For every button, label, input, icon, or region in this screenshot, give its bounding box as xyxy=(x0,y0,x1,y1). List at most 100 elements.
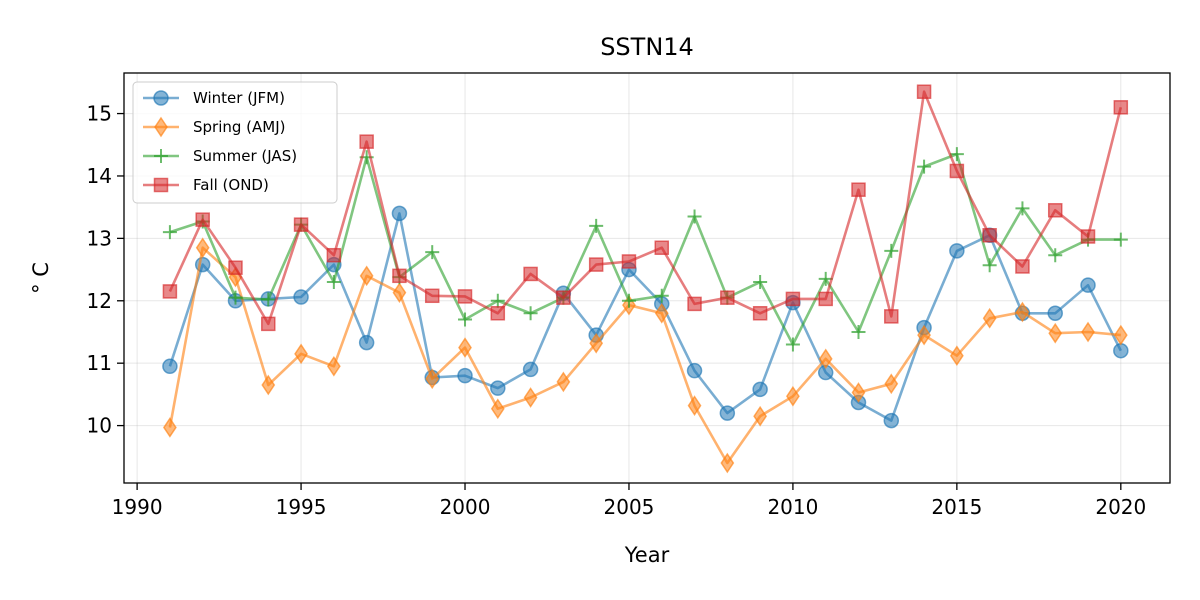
data-point xyxy=(753,275,768,290)
data-point xyxy=(523,266,538,282)
legend-entry: Spring (AMJ) xyxy=(143,116,286,138)
y-tick-label: 15 xyxy=(87,102,112,126)
data-point xyxy=(424,288,440,304)
data-point xyxy=(949,147,964,162)
legend-label: Spring (AMJ) xyxy=(193,118,286,136)
y-tick-label: 10 xyxy=(87,414,112,438)
data-point xyxy=(752,381,768,398)
data-point xyxy=(195,237,210,259)
data-point xyxy=(228,260,243,275)
data-point xyxy=(982,258,997,273)
data-point xyxy=(818,291,833,307)
data-point xyxy=(785,291,801,307)
y-tick-label: 12 xyxy=(87,289,112,313)
data-point xyxy=(457,367,473,384)
y-axis: 10 11 12 13 14 15 xyxy=(87,102,124,438)
data-point xyxy=(686,362,703,379)
data-point xyxy=(359,265,374,287)
data-point xyxy=(982,307,997,329)
data-point xyxy=(490,380,506,396)
data-point xyxy=(195,212,210,227)
data-point xyxy=(458,312,473,327)
data-point xyxy=(228,290,243,305)
data-point xyxy=(1015,301,1030,323)
data-point xyxy=(1113,324,1128,346)
legend-marker xyxy=(154,116,168,138)
data-point xyxy=(556,371,571,393)
data-point xyxy=(1113,342,1129,359)
x-tick-label: 2020 xyxy=(1095,495,1146,519)
data-point xyxy=(294,343,308,365)
x-tick-label: 2000 xyxy=(440,495,491,519)
data-point xyxy=(556,290,571,305)
data-point xyxy=(982,228,997,243)
legend-marker xyxy=(154,149,168,163)
data-point xyxy=(1080,229,1096,244)
data-point xyxy=(588,257,604,272)
data-point xyxy=(884,373,899,395)
data-point xyxy=(391,205,408,222)
x-axis-label: Year xyxy=(624,543,670,567)
data-point xyxy=(621,293,636,308)
series-spring xyxy=(163,237,1128,474)
legend-entry: Summer (JAS) xyxy=(143,147,297,165)
data-point xyxy=(1015,201,1030,216)
data-point xyxy=(785,337,800,352)
data-point xyxy=(917,159,932,174)
x-axis: 1990 1995 2000 2005 2010 2015 2020 xyxy=(112,483,1146,519)
legend-box xyxy=(132,81,338,204)
data-point xyxy=(425,368,440,390)
legend-label: Fall (OND) xyxy=(193,176,269,194)
x-tick-label: 1990 xyxy=(112,495,163,519)
legend-entry: Winter (JFM) xyxy=(143,89,285,107)
data-point xyxy=(917,324,931,346)
data-point xyxy=(1015,259,1030,274)
data-point xyxy=(1080,277,1096,293)
data-point xyxy=(719,405,736,421)
data-point xyxy=(949,163,965,179)
data-point xyxy=(687,209,702,224)
data-point xyxy=(1047,203,1063,218)
data-point xyxy=(358,334,375,351)
data-point xyxy=(162,284,178,299)
data-point xyxy=(261,292,276,307)
data-point xyxy=(326,275,341,290)
y-tick-label: 13 xyxy=(87,226,112,250)
data-point xyxy=(326,247,342,263)
series-layer xyxy=(162,84,1129,474)
data-point xyxy=(425,245,440,260)
data-point xyxy=(589,332,604,354)
data-point xyxy=(589,218,604,233)
data-point xyxy=(949,243,965,259)
legend-label: Winter (JFM) xyxy=(193,89,285,107)
data-point xyxy=(720,452,735,474)
data-point xyxy=(786,385,800,407)
series-fall xyxy=(162,84,1129,332)
data-point xyxy=(818,348,833,370)
data-point xyxy=(753,405,768,427)
data-point xyxy=(1048,322,1063,344)
data-point xyxy=(884,309,899,324)
data-point xyxy=(687,296,702,312)
data-point xyxy=(851,382,866,403)
data-point xyxy=(359,134,374,149)
data-point xyxy=(654,302,669,324)
plot-frame xyxy=(123,72,1171,484)
data-point xyxy=(162,225,177,240)
data-point xyxy=(490,398,505,420)
data-point xyxy=(1081,321,1095,343)
data-point xyxy=(883,412,900,429)
data-point xyxy=(162,358,178,375)
data-point xyxy=(687,395,702,416)
legend-entry: Fall (OND) xyxy=(143,176,269,194)
data-point xyxy=(916,84,932,99)
chart-title: SSTN14 xyxy=(600,33,694,61)
data-point xyxy=(490,293,505,308)
data-point xyxy=(1113,232,1128,247)
data-point xyxy=(163,417,177,438)
data-point xyxy=(457,289,473,304)
data-point xyxy=(392,268,407,284)
x-tick-label: 2005 xyxy=(604,495,655,519)
data-point xyxy=(326,355,341,377)
